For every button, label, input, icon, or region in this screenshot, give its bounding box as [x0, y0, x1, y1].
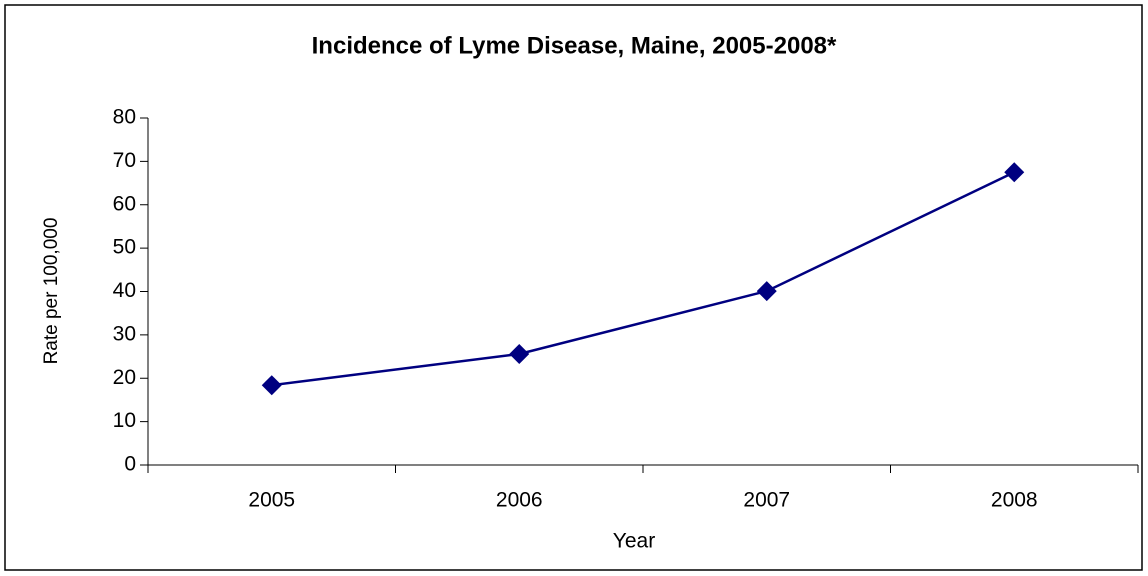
data-point: [261, 375, 282, 396]
data-point: [509, 343, 530, 364]
y-tick-label: 80: [113, 106, 136, 129]
chart-border: [4, 4, 1143, 571]
x-tick-label: 2005: [248, 489, 295, 512]
y-tick-label: 70: [113, 149, 136, 172]
x-tick-label: 2006: [496, 489, 543, 512]
y-tick-label: 50: [113, 236, 136, 259]
y-tick-label: 20: [113, 366, 136, 389]
chart-title: Incidence of Lyme Disease, Maine, 2005-2…: [312, 32, 837, 59]
y-tick-label: 40: [113, 279, 136, 302]
x-axis-label: Year: [613, 530, 655, 553]
y-tick-label: 0: [124, 453, 136, 476]
x-tick-label: 2007: [743, 489, 790, 512]
series-line: [271, 171, 1015, 387]
data-point: [756, 281, 777, 302]
x-tick-label: 2008: [991, 489, 1038, 512]
y-tick-label: 30: [113, 322, 136, 345]
y-tick-label: 10: [113, 409, 136, 432]
data-point: [1004, 162, 1025, 183]
y-tick-label: 60: [113, 192, 136, 215]
y-axis-label: Rate per 100,000: [41, 218, 62, 365]
